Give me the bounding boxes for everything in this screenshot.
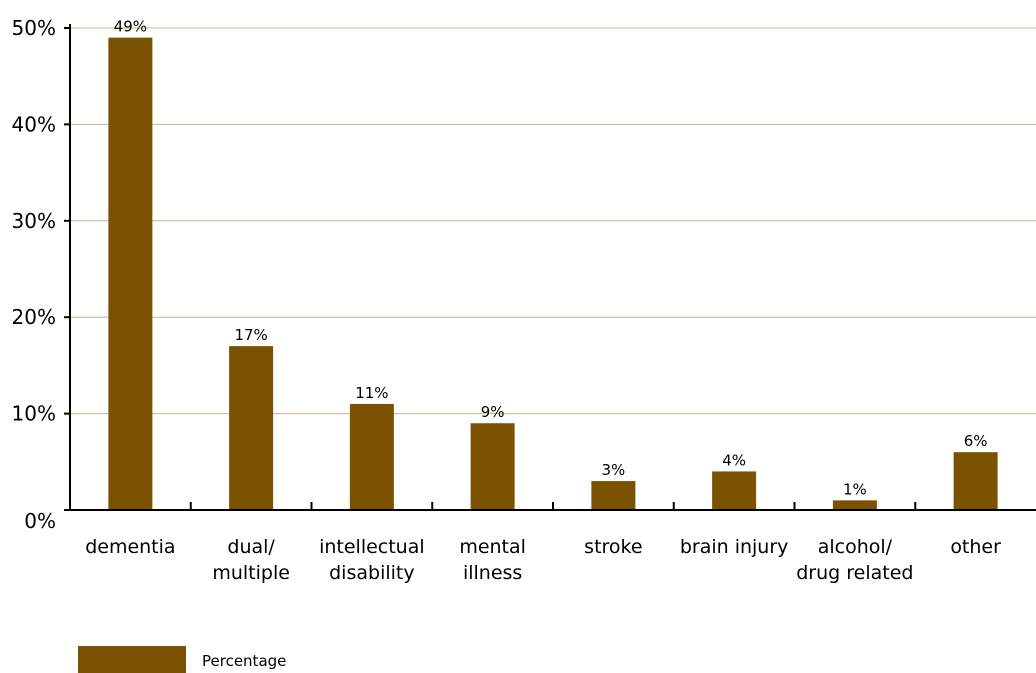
category-label: alcohol/drug related <box>796 536 913 584</box>
category-label: stroke <box>584 536 642 558</box>
category-label-line: drug related <box>796 562 913 584</box>
data-label: 49% <box>114 18 147 36</box>
legend-swatch <box>78 646 186 673</box>
data-label: 11% <box>355 384 388 402</box>
category-label-line: brain injury <box>680 536 789 558</box>
category-label: dementia <box>85 536 175 558</box>
y-tick-label: 40% <box>12 112 56 136</box>
bar <box>712 471 757 510</box>
category-label: other <box>950 536 1001 558</box>
category-label-line: mental <box>459 536 526 558</box>
category-label-line: other <box>950 536 1001 558</box>
bar <box>108 37 153 510</box>
legend-label: Percentage <box>202 652 286 670</box>
data-labels: 49% 17% 11% 9% 3% 4% 1% 6% <box>114 18 988 499</box>
bar <box>470 423 515 510</box>
bar <box>832 500 877 510</box>
category-label: dual/multiple <box>212 536 290 584</box>
data-label: 9% <box>481 403 505 421</box>
category-label-line: dementia <box>85 536 175 558</box>
y-tick-label: 10% <box>12 402 56 426</box>
data-label: 3% <box>601 461 625 479</box>
category-label-line: disability <box>329 562 414 584</box>
legend: Percentage <box>78 646 286 673</box>
y-tick-label: 0% <box>24 509 56 533</box>
category-label: intellectual disability <box>319 536 425 584</box>
category-label-line: illness <box>463 562 522 584</box>
y-tick-label: 20% <box>12 305 56 329</box>
data-label: 17% <box>234 326 267 344</box>
axes <box>64 24 1036 511</box>
category-label-line: alcohol/ <box>818 536 893 558</box>
category-labels: dementia dual/multiple intellectual disabil… <box>85 536 1001 584</box>
bar <box>349 403 394 510</box>
gridlines <box>70 27 1036 415</box>
data-label: 4% <box>722 451 746 469</box>
category-label: mental illness <box>459 536 526 584</box>
category-label-line: dual/ <box>227 536 275 558</box>
category-label-line: intellectual <box>319 536 425 558</box>
data-label: 6% <box>964 432 988 450</box>
y-tick-label: 50% <box>12 16 56 40</box>
bar <box>953 452 998 510</box>
category-label-line: multiple <box>212 562 290 584</box>
category-label-line: stroke <box>584 536 642 558</box>
bar <box>229 346 274 510</box>
y-tick-label: 30% <box>12 209 56 233</box>
bar <box>591 481 636 510</box>
data-label: 1% <box>843 480 867 498</box>
bars <box>108 37 998 510</box>
category-label: brain injury <box>680 536 789 558</box>
y-tick-labels: 0% 10% 20% 30% 40% 50% <box>12 16 56 533</box>
